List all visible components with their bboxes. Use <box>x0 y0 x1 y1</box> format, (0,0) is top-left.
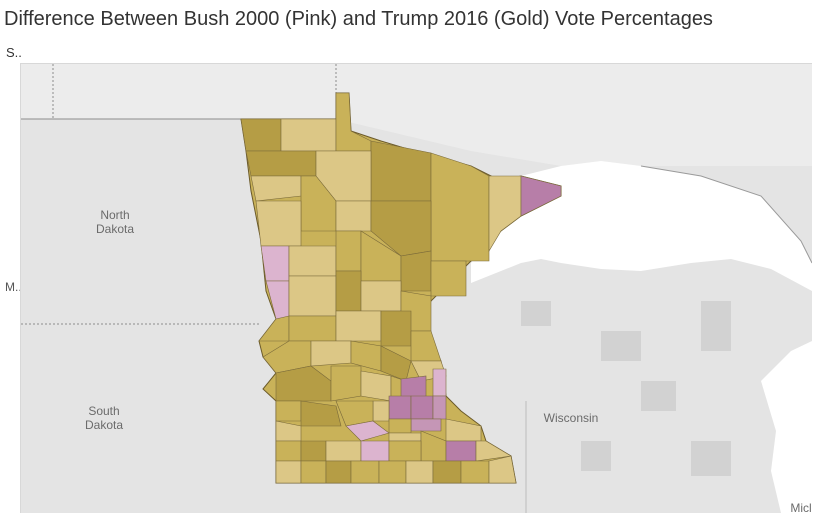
urban-areas <box>521 301 731 476</box>
label-south-dakota-line1: South <box>88 404 119 418</box>
county-crow-wing[interactable] <box>360 280 402 312</box>
county-renville[interactable] <box>300 400 342 427</box>
county-cottonwood[interactable] <box>325 440 362 462</box>
county-marshall[interactable] <box>245 150 317 177</box>
county-otter-tail[interactable] <box>288 275 337 317</box>
chart-title: Difference Between Bush 2000 (Pink) and … <box>4 8 713 30</box>
county-le-sueur[interactable] <box>388 432 422 442</box>
county-kittson[interactable] <box>240 118 282 152</box>
county-martin[interactable] <box>350 460 380 484</box>
county-faribault[interactable] <box>378 460 407 484</box>
label-wisconsin: Wisconsin <box>544 411 599 425</box>
county-kandiyohi[interactable] <box>330 365 362 402</box>
county-norman[interactable] <box>255 200 302 247</box>
county-nobles[interactable] <box>300 460 327 484</box>
county-carver[interactable] <box>372 400 390 422</box>
county-ramsey[interactable] <box>410 395 434 420</box>
counties <box>240 92 562 484</box>
county-cass[interactable] <box>335 230 362 272</box>
canada-region-east <box>336 64 812 166</box>
county-lake[interactable] <box>488 175 522 253</box>
county-wadena[interactable] <box>335 270 362 312</box>
county-pine-n[interactable] <box>430 260 467 297</box>
chart-subtitle: S.. <box>6 45 22 60</box>
county-hennepin[interactable] <box>388 395 412 420</box>
county-pope[interactable] <box>310 340 352 367</box>
county-houston[interactable] <box>488 455 517 484</box>
county-waseca[interactable] <box>388 440 422 462</box>
county-murray[interactable] <box>300 440 327 462</box>
county-jackson[interactable] <box>325 460 352 484</box>
county-mower[interactable] <box>432 460 462 484</box>
county-hubbard[interactable] <box>335 200 372 232</box>
county-olmsted-n[interactable] <box>445 440 477 462</box>
label-michigan-partial: Micl <box>790 501 811 513</box>
county-freeborn[interactable] <box>405 460 434 484</box>
county-roseau[interactable] <box>280 118 337 152</box>
county-fillmore[interactable] <box>460 460 490 484</box>
map-view[interactable]: North Dakota South Dakota Wisconsin Micl <box>20 63 812 513</box>
map-canvas[interactable]: North Dakota South Dakota Wisconsin Micl <box>21 64 812 513</box>
county-todd[interactable] <box>335 310 382 342</box>
county-chisago[interactable] <box>432 368 447 397</box>
county-washington[interactable] <box>432 395 447 420</box>
canada-region <box>21 64 336 119</box>
county-clay[interactable] <box>260 245 290 282</box>
county-becker[interactable] <box>288 245 337 277</box>
county-yellow-medicine[interactable] <box>275 400 302 422</box>
county-dakota[interactable] <box>410 418 442 432</box>
label-north-dakota-line1: North <box>100 208 129 222</box>
lake-michigan <box>761 341 812 513</box>
county-rock[interactable] <box>275 460 302 484</box>
county-meeker[interactable] <box>360 370 392 402</box>
county-blue-earth[interactable] <box>360 440 390 462</box>
county-pipestone[interactable] <box>275 440 302 462</box>
county-scott[interactable] <box>388 418 412 434</box>
county-morrison[interactable] <box>380 310 412 347</box>
county-carlton[interactable] <box>400 250 432 292</box>
county-grant[interactable] <box>288 315 337 342</box>
axis-label-left: M.. <box>5 280 22 294</box>
county-cook[interactable] <box>520 175 562 217</box>
label-south-dakota-line2: Dakota <box>85 418 123 432</box>
label-north-dakota-line2: Dakota <box>96 222 134 236</box>
